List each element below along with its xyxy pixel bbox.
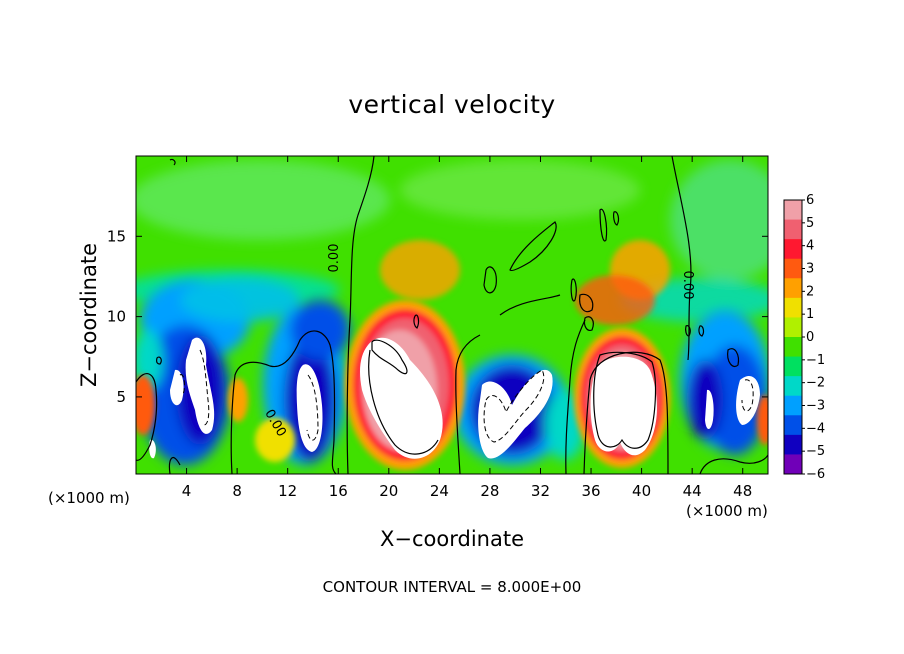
x-tick-label: 32 <box>531 482 550 500</box>
y-axis-ticks: 5 10 15 <box>107 227 768 406</box>
contour-label-16: 0.00 <box>327 244 342 273</box>
colorbar-swatch <box>784 356 802 377</box>
x-tick-label: 24 <box>430 482 449 500</box>
colorbar-swatch <box>784 337 802 358</box>
downdraft-cores <box>149 337 760 459</box>
x-tick-label: 20 <box>379 482 398 500</box>
colorbar-label: 1 <box>806 307 814 322</box>
colorbar-swatch <box>784 317 802 338</box>
y-tick-label: 5 <box>116 388 126 406</box>
x-tick-label: 36 <box>581 482 600 500</box>
colorbar-swatch <box>784 454 802 475</box>
colorbar-swatch <box>784 278 802 299</box>
plot-frame <box>135 155 769 475</box>
colorbar: 6 5 4 3 2 1 0 −1 −2 −3 −4 −5 −6 <box>783 193 825 482</box>
x-tick-label: 40 <box>632 482 651 500</box>
contour-lines <box>136 156 768 474</box>
x-tick-label: 16 <box>329 482 348 500</box>
x-tick-label: 8 <box>232 482 242 500</box>
colorbar-swatch <box>784 219 802 240</box>
colorbar-swatch <box>784 376 802 397</box>
colorbar-label: −6 <box>806 467 825 482</box>
x-axis-label: X−coordinate <box>380 527 524 551</box>
contour-interval-note: CONTOUR INTERVAL = 8.000E+00 <box>323 578 582 596</box>
x-tick-label: 12 <box>278 482 297 500</box>
contour-label-44: 0.00 <box>680 271 695 300</box>
colorbar-label: 2 <box>806 284 814 299</box>
updraft-core-38 <box>590 356 657 456</box>
colorbar-swatch <box>784 434 802 455</box>
colorbar-label: −2 <box>806 376 825 391</box>
colorbar-swatch <box>784 239 802 260</box>
colorbar-label: 6 <box>806 193 814 208</box>
x-tick-label: 44 <box>683 482 702 500</box>
colorbar-swatch <box>784 200 802 221</box>
colorbar-label: 4 <box>806 239 814 254</box>
updraft-core-21 <box>360 337 443 459</box>
y-axis-label: Z−coordinate <box>77 243 101 387</box>
x-tick-label: 48 <box>733 482 752 500</box>
contour-dashed <box>179 349 754 443</box>
colorbar-label: 3 <box>806 262 814 277</box>
colorbar-swatch <box>784 297 802 318</box>
colorbar-label: 0 <box>806 330 814 345</box>
chart-title: vertical velocity <box>348 90 555 119</box>
colorbar-label: −5 <box>806 444 825 459</box>
y-tick-label: 15 <box>107 227 126 245</box>
colorbar-label: −4 <box>806 421 825 436</box>
colorbar-swatch <box>784 258 802 279</box>
x-unit-left: (×1000 m) <box>48 489 130 507</box>
field-small-updrafts <box>136 240 768 462</box>
x-tick-label: 28 <box>480 482 499 500</box>
colorbar-label: 5 <box>806 216 814 231</box>
y-tick-label: 10 <box>107 308 126 326</box>
x-tick-label: 4 <box>182 482 192 500</box>
colorbar-swatch <box>784 395 802 416</box>
plot-area: 0.00 0.00 0.00 <box>136 156 768 474</box>
colorbar-swatch <box>784 415 802 436</box>
x-unit-right: (×1000 m) <box>686 502 768 520</box>
colorbar-label: −1 <box>806 353 825 368</box>
colorbar-label: −3 <box>806 399 825 414</box>
x-axis-ticks: 4 8 12 16 20 24 28 32 36 40 44 48 <box>182 156 752 500</box>
